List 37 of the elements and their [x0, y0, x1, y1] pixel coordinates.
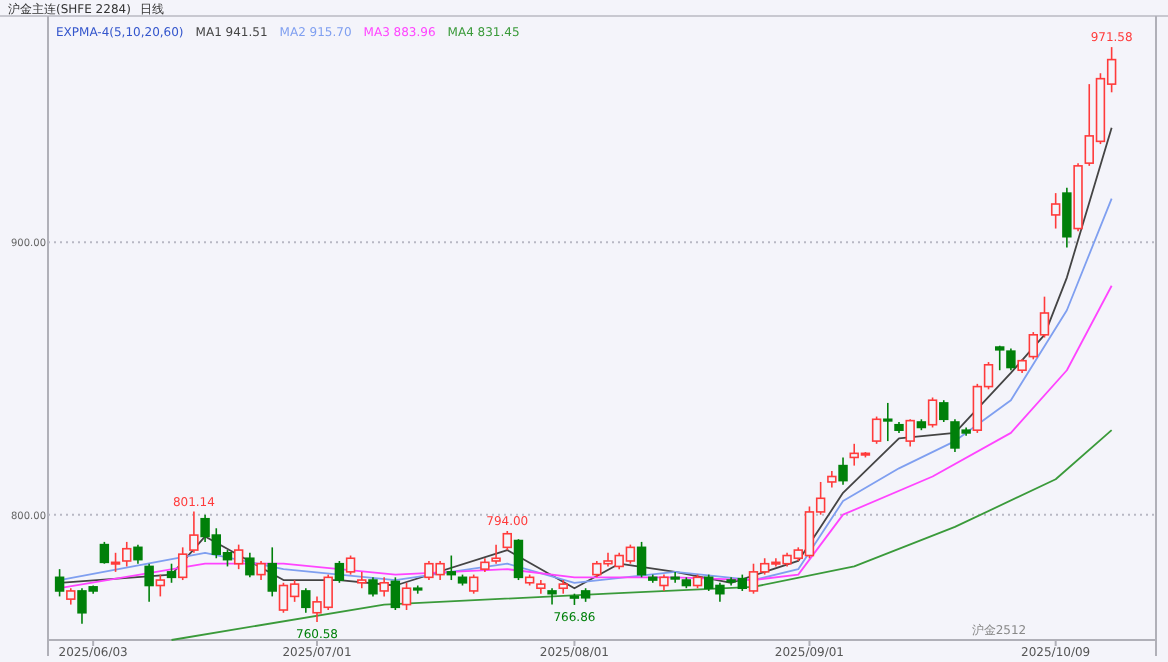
- candlestick: [468, 573, 479, 595]
- candlestick: [927, 396, 938, 429]
- candlestick: [334, 560, 345, 584]
- candlestick: [166, 562, 177, 584]
- candlestick: [54, 568, 65, 598]
- candlestick: [390, 576, 401, 611]
- candlestick: [939, 399, 949, 423]
- candlestick: [838, 456, 848, 486]
- candlestick: [256, 560, 266, 581]
- candlestick: [446, 554, 457, 581]
- candlestick: [245, 552, 255, 579]
- candlestick: [905, 418, 915, 448]
- candlestick: [379, 576, 389, 598]
- candlestick: [368, 576, 378, 598]
- candlestick: [883, 402, 893, 442]
- candlestick: [233, 543, 244, 570]
- candlestick: [267, 546, 277, 598]
- candlestick: [871, 415, 882, 445]
- candlestick: [547, 587, 557, 606]
- candlestick: [401, 581, 412, 611]
- candlestick: [122, 541, 132, 568]
- candlestick: [513, 538, 524, 581]
- candlestick: [144, 562, 154, 603]
- candlestick: [1050, 192, 1061, 230]
- candlestick: [301, 587, 311, 614]
- candlestick: [133, 543, 143, 565]
- candlestick: [491, 543, 501, 565]
- candlestick: [99, 541, 110, 565]
- candlestick: [1062, 186, 1072, 249]
- candlestick: [155, 573, 166, 598]
- candlestick: [502, 530, 512, 551]
- candlestick: [345, 554, 356, 576]
- candlestick: [110, 552, 121, 573]
- candlestick: [177, 546, 188, 581]
- line-series: [170, 429, 1113, 641]
- candlestick: [636, 541, 647, 579]
- candlestick: [189, 510, 199, 554]
